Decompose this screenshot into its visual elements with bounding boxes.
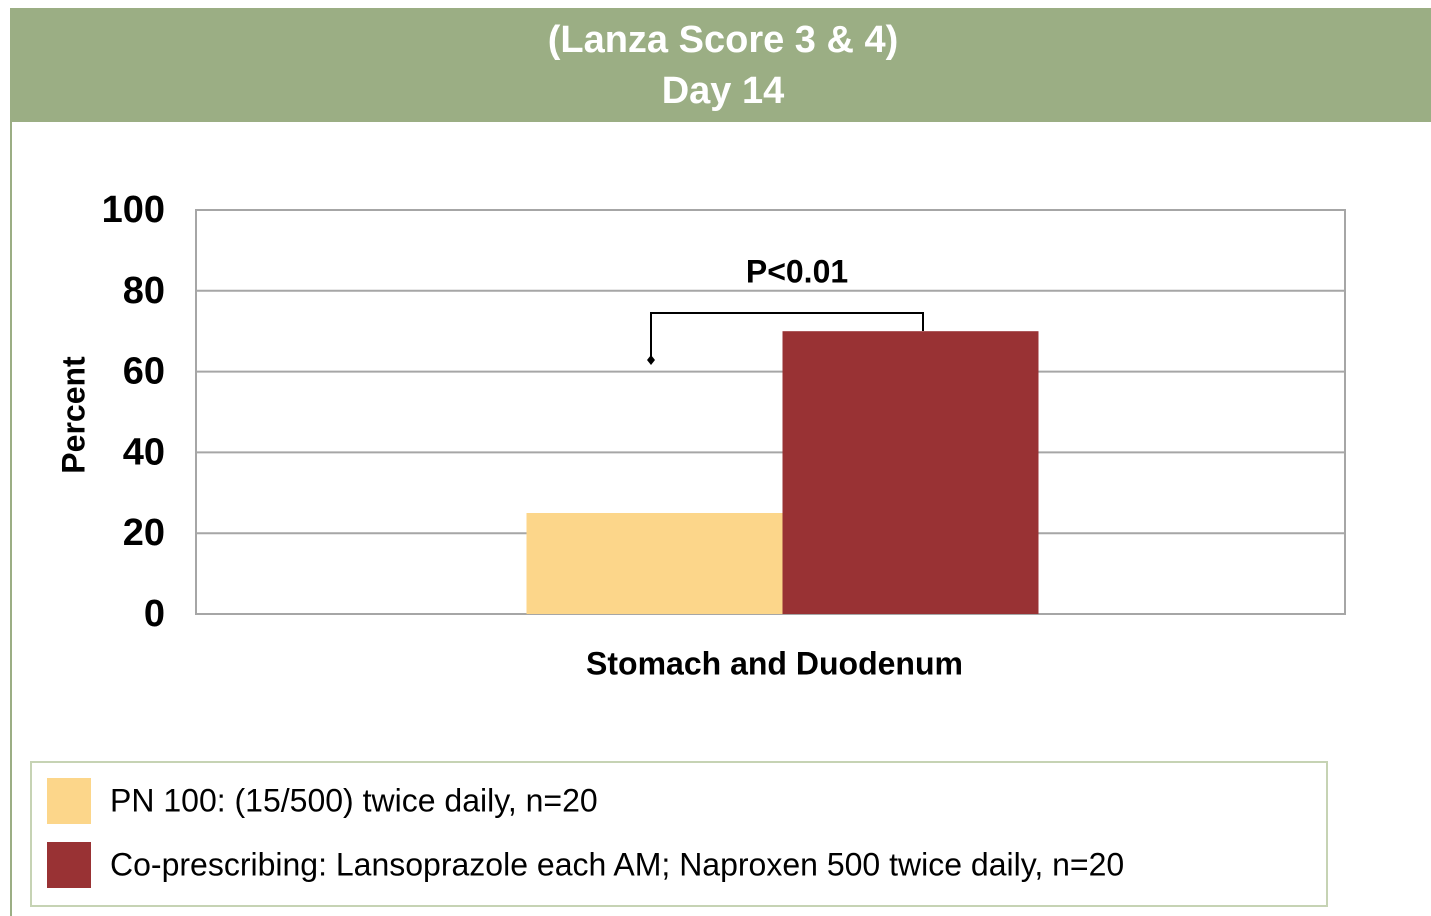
chart-subtitle: Day 14 (662, 70, 785, 112)
y-axis-label: Percent (55, 356, 91, 474)
legend-swatch (47, 778, 91, 824)
legend-label: PN 100: (15/500) twice daily, n=20 (110, 782, 598, 818)
y-tick-label: 60 (123, 351, 165, 393)
legend-swatch (47, 842, 91, 888)
x-tick-label: Stomach and Duodenum (586, 645, 963, 681)
chart-title: (Lanza Score 3 & 4) (548, 19, 899, 61)
header-band (10, 8, 1431, 122)
bracket-end (647, 355, 655, 365)
annotation: P<0.01 (746, 253, 848, 289)
y-tick-label: 20 (123, 512, 165, 554)
y-tick-label: 100 (102, 189, 165, 231)
bar (526, 513, 783, 614)
bar (782, 331, 1039, 614)
legend-label: Co-prescribing: Lansoprazole each AM; Na… (110, 846, 1124, 882)
significance-bracket (650, 312, 924, 360)
y-tick-label: 80 (123, 270, 165, 312)
legend-box (30, 761, 1328, 907)
y-tick-label: 0 (144, 593, 165, 635)
y-tick-label: 40 (123, 431, 165, 473)
